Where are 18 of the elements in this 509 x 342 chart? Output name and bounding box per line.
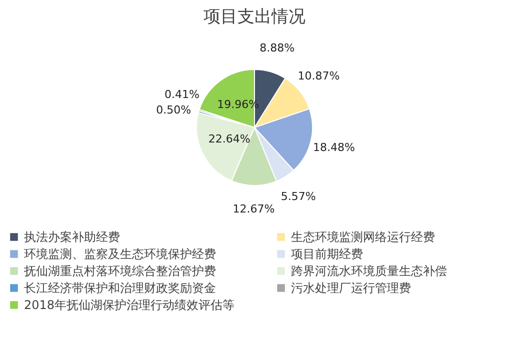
chart-title: 项目支出情况 [204, 7, 306, 27]
data-label: 0.50% [156, 104, 192, 117]
data-label: 8.88% [260, 42, 295, 55]
data-label: 22.64% [208, 132, 250, 146]
data-label: 18.48% [312, 140, 355, 154]
legend-label: 抚仙湖重点村落环境综合整治管护费 [23, 264, 216, 278]
legend-label: 执法办案补助经费 [24, 230, 120, 244]
legend-label: 跨界河流水环境质量生态补偿 [291, 264, 447, 278]
legend-label: 项目前期经费 [291, 247, 363, 261]
legend-label: 长江经济带保护和治理财政奖励资金 [24, 281, 216, 295]
legend-label: 污水处理厂运行管理费 [291, 281, 411, 295]
legend-label: 生态环境监测网络运行经费 [291, 230, 435, 244]
data-label: 12.67% [232, 202, 275, 216]
legend-label: 环境监测、监察及生态环境保护经费 [24, 247, 216, 261]
data-label: 5.57% [280, 190, 316, 203]
data-label: 0.41% [164, 88, 200, 101]
legend-label: 2018年抚仙湖保护治理行动绩效评估等 [24, 298, 235, 312]
data-label: 10.87% [298, 70, 340, 83]
